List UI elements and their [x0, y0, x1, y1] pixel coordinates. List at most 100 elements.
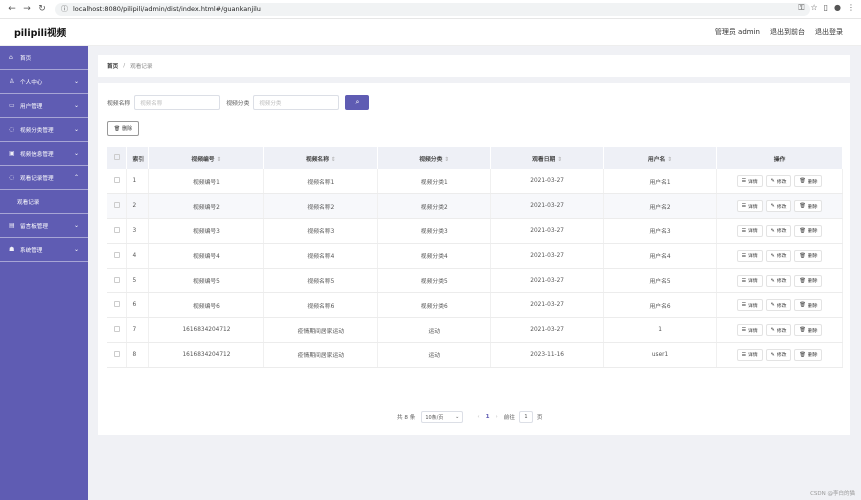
cell-username: 1: [603, 317, 717, 344]
sidebar-item-messages[interactable]: ▤ 留言板管理 ⌄: [0, 214, 88, 238]
search-button[interactable]: ⌕: [345, 95, 370, 110]
goto-unit: 页: [536, 415, 543, 421]
detail-button[interactable]: ☰ 详情: [736, 324, 763, 337]
back-icon[interactable]: ←: [8, 4, 16, 14]
edit-button[interactable]: ✎ 修改: [765, 224, 792, 237]
app-header: pilipili视频 管理员 admin 退出到前台 退出登录: [0, 19, 861, 46]
detail-button[interactable]: ☰ 详情: [736, 175, 763, 188]
forward-icon[interactable]: →: [23, 4, 31, 14]
delete-button[interactable]: 🗑 删除: [794, 249, 823, 262]
address-bar[interactable]: ⓘ localhost:8080/pilipili/admin/dist/ind…: [55, 2, 810, 16]
header-video-id[interactable]: 视频编号 ⇕: [148, 147, 265, 169]
row-checkbox[interactable]: [107, 292, 128, 319]
panel-icon[interactable]: ▯: [823, 3, 829, 12]
cell-video-id: 视频编号3: [148, 218, 265, 244]
header-video-category[interactable]: 视频分类 ⇕: [377, 147, 492, 169]
edit-icon: ✎: [770, 327, 775, 334]
next-page-button[interactable]: ›: [495, 414, 498, 420]
edit-button[interactable]: ✎ 修改: [765, 324, 792, 337]
goto-page-input[interactable]: 1: [518, 411, 533, 423]
header-links: 管理员 admin 退出到前台 退出登录: [715, 27, 843, 37]
detail-button[interactable]: ☰ 详情: [736, 224, 763, 237]
cell-actions: ☰ 详情 ✎ 修改 🗑 删除: [716, 317, 843, 344]
table-row: 2 视频编号2 视频名称2 视频分类2 2021-03-27 用户名2 ☰ 详情 ✎ 修改 🗑…: [107, 193, 843, 220]
edit-button[interactable]: ✎ 修改: [765, 274, 792, 287]
row-checkbox[interactable]: [107, 169, 128, 195]
row-checkbox[interactable]: [107, 317, 128, 344]
edit-button[interactable]: ✎ 修改: [765, 175, 792, 188]
cell-video-category: 运动: [377, 342, 492, 368]
sidebar-item-history[interactable]: ◌ 观看记录管理 ⌃: [0, 166, 88, 190]
table-row: 3 视频编号3 视频名称3 视频分类3 2021-03-27 用户名3 ☰ 详情 ✎ 修改 🗑…: [107, 218, 843, 244]
select-all-checkbox[interactable]: [107, 147, 128, 169]
cell-watch-date: 2023-11-16: [490, 342, 605, 368]
sidebar-item-users[interactable]: ▭ 用户管理 ⌄: [0, 94, 88, 118]
header-video-name[interactable]: 视频名称 ⇕: [263, 147, 379, 169]
delete-button[interactable]: 🗑 删除: [794, 224, 823, 237]
delete-button[interactable]: 🗑 删除: [794, 324, 823, 337]
row-checkbox[interactable]: [107, 193, 128, 220]
key-icon[interactable]: ⚿: [798, 3, 805, 12]
cell-video-id: 1616834204712: [148, 317, 265, 344]
table-row: 1 视频编号1 视频名称1 视频分类1 2021-03-27 用户名1 ☰ 详情 ✎ 修改 🗑…: [107, 169, 843, 195]
delete-button[interactable]: 🗑 删除: [794, 299, 823, 312]
breadcrumb-home[interactable]: 首页: [107, 64, 119, 70]
cell-video-category: 视频分类4: [377, 243, 492, 269]
prev-page-button[interactable]: ‹: [477, 414, 480, 420]
sidebar-item-label: 首页: [20, 55, 32, 62]
cell-actions: ☰ 详情 ✎ 修改 🗑 删除: [716, 268, 843, 294]
home-icon: ⌂: [9, 54, 13, 61]
edit-button[interactable]: ✎ 修改: [765, 249, 792, 262]
sidebar-item-home[interactable]: ⌂ 首页: [0, 46, 88, 70]
chevron-down-icon: ⌄: [73, 150, 79, 157]
delete-button[interactable]: 🗑 删除: [794, 274, 823, 287]
search-icon: ⌕: [355, 98, 360, 106]
sidebar-item-category[interactable]: ◌ 视频分类管理 ⌄: [0, 118, 88, 142]
edit-button[interactable]: ✎ 修改: [765, 200, 792, 213]
sidebar-item-video[interactable]: ▣ 视频信息管理 ⌄: [0, 142, 88, 166]
cell-watch-date: 2021-03-27: [490, 317, 605, 344]
reload-icon[interactable]: ↻: [38, 4, 46, 14]
menu-icon[interactable]: ⋮: [847, 3, 855, 12]
delete-button[interactable]: 🗑 删除: [794, 348, 823, 361]
cell-watch-date: 2021-03-27: [490, 169, 605, 195]
row-checkbox[interactable]: [107, 243, 128, 269]
sidebar-item-label: 系统管理: [20, 247, 43, 254]
table-header-row: 索引 视频编号 ⇕ 视频名称 ⇕ 视频分类 ⇕ 观看日期 ⇕ 用户名 ⇕ 操作: [107, 147, 843, 169]
logout-link[interactable]: 退出登录: [815, 28, 843, 36]
edit-button[interactable]: ✎ 修改: [765, 348, 792, 361]
edit-button[interactable]: ✎ 修改: [765, 299, 792, 312]
detail-button[interactable]: ☰ 详情: [736, 348, 763, 361]
sidebar-item-profile[interactable]: ♙ 个人中心 ⌄: [0, 70, 88, 94]
detail-button[interactable]: ☰ 详情: [736, 200, 763, 213]
cell-video-id: 视频编号1: [148, 169, 265, 195]
row-checkbox[interactable]: [107, 218, 128, 244]
detail-button[interactable]: ☰ 详情: [736, 299, 763, 312]
delete-button[interactable]: 🗑 删除: [794, 175, 823, 188]
batch-delete-button[interactable]: 🗑 删除: [107, 121, 139, 136]
sort-icon: ⇕: [557, 156, 563, 163]
sidebar-item-system[interactable]: ☗ 系统管理 ⌄: [0, 238, 88, 262]
detail-button[interactable]: ☰ 详情: [736, 274, 763, 287]
row-checkbox[interactable]: [107, 268, 128, 294]
video-name-input[interactable]: 视频名称: [134, 95, 221, 110]
cell-actions: ☰ 详情 ✎ 修改 🗑 删除: [716, 193, 843, 220]
video-category-input[interactable]: 视频分类: [253, 95, 340, 110]
page-number-1[interactable]: 1: [485, 414, 490, 420]
header-username[interactable]: 用户名 ⇕: [603, 147, 717, 169]
delete-button[interactable]: 🗑 删除: [794, 200, 823, 213]
row-checkbox[interactable]: [107, 342, 128, 368]
cell-username: 用户名2: [603, 193, 717, 220]
sidebar-subitem-history[interactable]: 观看记录: [0, 190, 88, 214]
users-icon: ▭: [9, 102, 15, 109]
site-info-icon[interactable]: ⓘ: [61, 5, 68, 13]
cell-video-category: 视频分类1: [377, 169, 492, 195]
page-size-select[interactable]: 10条/页 ⌄: [421, 411, 464, 423]
front-link[interactable]: 退出到前台: [770, 28, 805, 36]
header-watch-date[interactable]: 观看日期 ⇕: [490, 147, 605, 169]
profile-icon[interactable]: ●: [834, 3, 841, 12]
detail-button[interactable]: ☰ 详情: [736, 249, 763, 262]
star-icon[interactable]: ☆: [810, 3, 818, 12]
browser-actions: ⚿ ☆ ▯ ● ⋮: [798, 3, 855, 13]
breadcrumb-separator: /: [123, 63, 126, 69]
